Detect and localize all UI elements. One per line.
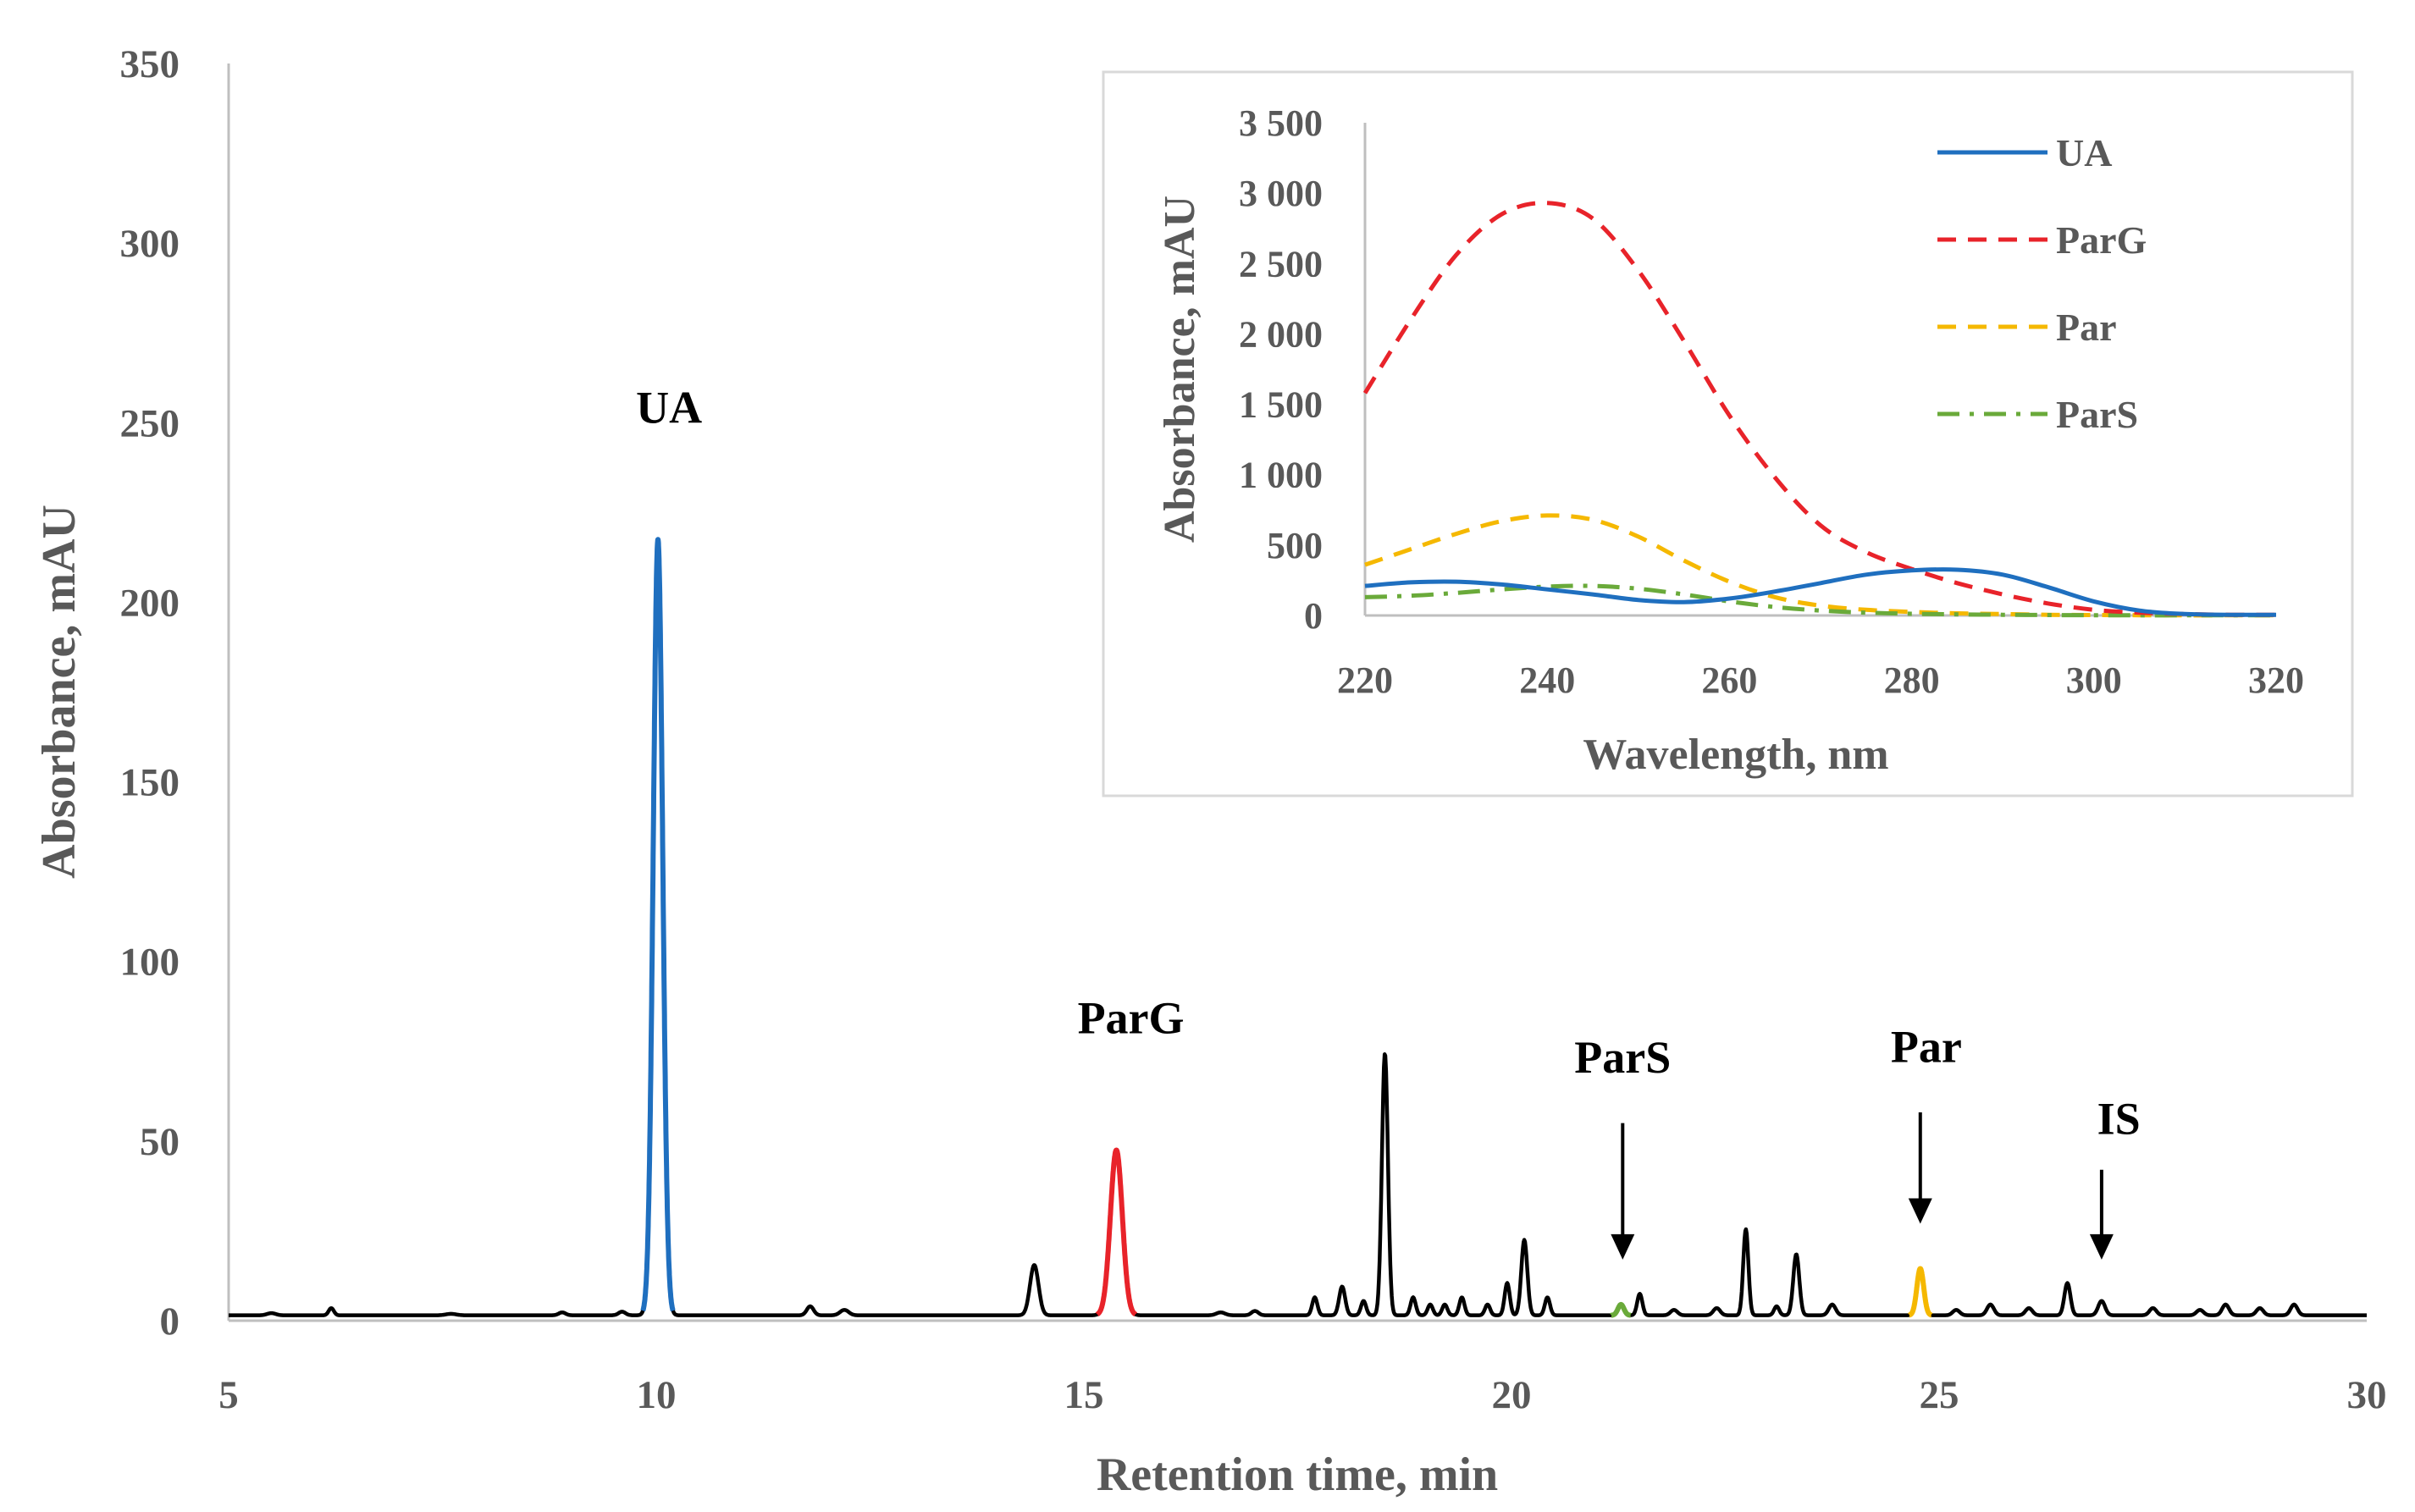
inset-x-tick: 240 [1519,659,1575,701]
peak-annotations: UA ParG ParS Par IS [636,382,2141,1260]
main-y-tick: 250 [120,401,180,445]
main-x-axis-title: Retention time, min [1097,1449,1498,1501]
main-y-axis-title: Absorbance, mAU [33,505,86,879]
legend-label-parg: ParG [2056,218,2147,262]
inset-x-tick: 220 [1337,659,1393,701]
inset-x-tick-labels: 220 240 260 280 300 320 [1337,659,2304,701]
inset-x-tick: 300 [2066,659,2122,701]
peak-pars [1609,1301,1633,1318]
inset-y-tick: 500 [1267,525,1323,566]
inset-y-tick: 0 [1304,595,1323,637]
inset-y-tick: 3 000 [1239,173,1323,214]
main-x-tick: 20 [1492,1373,1532,1417]
peak-par [1907,1266,1934,1318]
main-y-tick: 350 [120,42,180,86]
inset-y-tick: 2 000 [1239,313,1323,355]
legend-label-ua: UA [2056,131,2112,174]
inset-y-tick: 1 500 [1239,384,1323,426]
main-y-tick: 50 [140,1120,180,1164]
chromatogram-trace [227,537,2368,1318]
inset-legend: UA ParG Par ParS [1937,131,2147,436]
chromatogram-chart: 0 50 100 150 200 250 300 350 5 10 15 20 25 30 Absorb… [33,42,2387,1501]
peak-label-par: Par [1891,1022,1962,1073]
inset-frame [1102,70,2354,797]
inset-series-parg [1362,201,2277,617]
inset-y-tick: 3 500 [1239,102,1323,144]
main-x-tick-labels: 5 10 15 20 25 30 [218,1373,2386,1417]
main-x-tick: 25 [1920,1373,1959,1417]
inset-spectra-chart: 0 500 1 000 1 500 2 000 2 500 3 000 3 500 220 24… [1102,70,2354,797]
main-y-tick: 150 [120,761,180,805]
main-y-tick: 200 [120,581,180,625]
inset-y-axis-title: Absorbance, mAU [1156,196,1204,543]
peak-label-pars: ParS [1574,1032,1671,1083]
peak-ua [640,537,676,1313]
peak-label-is: IS [2097,1093,2141,1144]
legend-label-par: Par [2056,306,2117,349]
main-y-tick: 300 [120,222,180,266]
inset-y-tick: 2 500 [1239,243,1323,284]
inset-x-tick: 260 [1701,659,1757,701]
inset-series [1362,201,2277,618]
peak-label-parg: ParG [1078,993,1185,1044]
inset-series-par [1364,513,2276,618]
main-y-tick-labels: 0 50 100 150 200 250 300 350 [120,42,180,1344]
chromatogram-line [227,538,2368,1317]
arrow-head-pars [1611,1233,1635,1260]
inset-y-tick: 1 000 [1239,455,1323,496]
inset-y-tick-labels: 0 500 1 000 1 500 2 000 2 500 3 000 3 500 [1239,102,1323,637]
peak-label-ua: UA [636,382,702,433]
inset-x-tick: 320 [2248,659,2304,701]
inset-x-tick: 280 [1884,659,1940,701]
inset-x-axis-title: Wavelength, nm [1583,731,1888,779]
main-x-tick: 5 [218,1373,239,1417]
main-x-tick: 15 [1064,1373,1104,1417]
main-y-tick: 100 [120,941,180,985]
main-y-tick: 0 [160,1300,180,1344]
inset-series-pars [1364,583,2276,618]
main-x-tick: 10 [637,1373,677,1417]
legend-label-pars: ParS [2056,393,2138,436]
inset-series-ua [1364,567,2277,617]
peak-parg [1095,1147,1138,1317]
arrow-head-is [2089,1233,2114,1260]
arrow-head-par [1908,1198,1932,1224]
main-x-tick: 30 [2347,1373,2387,1417]
